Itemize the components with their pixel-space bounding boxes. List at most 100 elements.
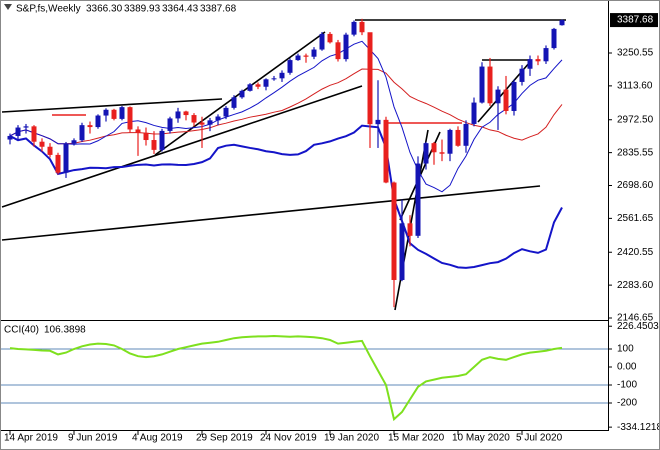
candle-body	[31, 126, 37, 142]
candle-body	[279, 72, 285, 79]
current-price-box	[610, 13, 658, 28]
x-tick-label: 14 Apr 2019	[4, 433, 58, 444]
candle-body	[55, 154, 61, 173]
lower-band	[9, 124, 563, 269]
candle-body	[375, 119, 381, 125]
candle-body	[239, 90, 245, 98]
title-icon	[4, 4, 12, 10]
candle-body	[63, 143, 69, 173]
trend-line	[1, 85, 363, 208]
candle-body	[423, 143, 429, 164]
candle-body	[335, 42, 341, 60]
y2-tick-label: 100	[617, 344, 634, 355]
trend-line	[394, 129, 429, 311]
y-tick-label: 2283.60	[617, 280, 654, 291]
candle-body	[71, 140, 77, 144]
current-price-label: 3387.68	[617, 15, 654, 26]
candle-body	[191, 115, 197, 123]
cci-title: CCI(40)	[4, 325, 39, 336]
trend-line	[1, 185, 541, 241]
trend-line	[1, 98, 223, 113]
y2-tick-label: -100	[617, 380, 637, 391]
cci-line	[9, 335, 563, 422]
chart-title: S&P,fs,Weekly	[16, 4, 81, 15]
candle-body	[407, 223, 413, 236]
candle-body	[319, 33, 325, 50]
cci-pane	[0, 335, 608, 422]
candle-body	[15, 127, 21, 136]
candle-body	[511, 81, 517, 111]
candle-body	[535, 59, 541, 62]
candle-body	[159, 130, 165, 150]
candle-body	[271, 78, 277, 80]
candle-body	[287, 60, 293, 73]
y2-tick-label: -334.1218	[617, 422, 660, 433]
candle-body	[135, 129, 141, 133]
y2-tick-label: 0.00	[617, 362, 637, 373]
candle-body	[311, 49, 317, 57]
candle-body	[111, 109, 117, 119]
candle-body	[119, 107, 125, 119]
candle-body	[303, 55, 309, 57]
header-low: 3364.43	[162, 4, 199, 15]
candle-body	[167, 118, 173, 131]
candle-body	[367, 32, 373, 125]
candle-body	[7, 135, 13, 140]
candle-body	[455, 129, 461, 146]
candle-body	[39, 141, 45, 147]
x-tick-label: 29 Sep 2019	[196, 433, 253, 444]
candle-body	[199, 122, 205, 125]
candle-body	[431, 143, 437, 153]
candle-body	[215, 116, 221, 121]
candle-body	[127, 107, 133, 130]
candle-body	[503, 89, 509, 111]
candle-body	[399, 223, 405, 280]
candle-body	[479, 66, 485, 103]
candle-body	[471, 102, 477, 124]
candle-body	[391, 182, 397, 280]
candle-body	[415, 163, 421, 236]
x-tick-label: 24 Nov 2019	[260, 433, 317, 444]
x-tick-label: 15 Mar 2020	[388, 433, 445, 444]
header-open: 3366.30	[86, 4, 123, 15]
candle-body	[327, 33, 333, 43]
y-tick-label: 2146.65	[617, 313, 654, 324]
x-tick-label: 9 Jun 2019	[68, 433, 118, 444]
candle-body	[527, 59, 533, 69]
candle-body	[447, 129, 453, 154]
moving-average-fast	[9, 40, 563, 193]
cci-value: 106.3898	[44, 325, 86, 336]
candle-body	[487, 66, 493, 104]
candle-body	[207, 120, 213, 125]
candle-body	[439, 152, 445, 154]
y-tick-label: 2561.65	[617, 213, 654, 224]
x-tick-label: 5 Jul 2020	[516, 433, 563, 444]
y-tick-label: 2420.55	[617, 247, 654, 258]
candle-body	[47, 146, 53, 155]
candle-body	[79, 125, 85, 141]
y2-tick-label: -200	[617, 398, 637, 409]
candle-body	[151, 140, 157, 150]
candle-body	[543, 48, 549, 62]
candle-body	[263, 79, 269, 87]
candle-body	[183, 111, 189, 116]
y-tick-label: 3250.55	[617, 48, 654, 59]
x-tick-label: 4 Aug 2019	[132, 433, 183, 444]
candle-body	[103, 109, 109, 116]
candle-body	[463, 123, 469, 146]
candle-body	[87, 125, 93, 128]
candle-body	[559, 20, 565, 26]
candle-body	[351, 21, 357, 35]
candle-body	[143, 132, 149, 141]
candle-body	[175, 111, 181, 119]
header-high: 3389.93	[124, 4, 161, 15]
y-tick-label: 2972.50	[617, 114, 654, 125]
candle-body	[359, 21, 365, 33]
y-tick-label: 3113.60	[617, 81, 653, 92]
y-tick-label: 2835.55	[617, 147, 654, 158]
candle-body	[295, 55, 301, 61]
candle-body	[551, 28, 557, 49]
axes: 14 Apr 2019 9 Jun 2019 4 Aug 2019 29 Sep 20…	[4, 13, 660, 444]
candle-body	[247, 84, 253, 91]
